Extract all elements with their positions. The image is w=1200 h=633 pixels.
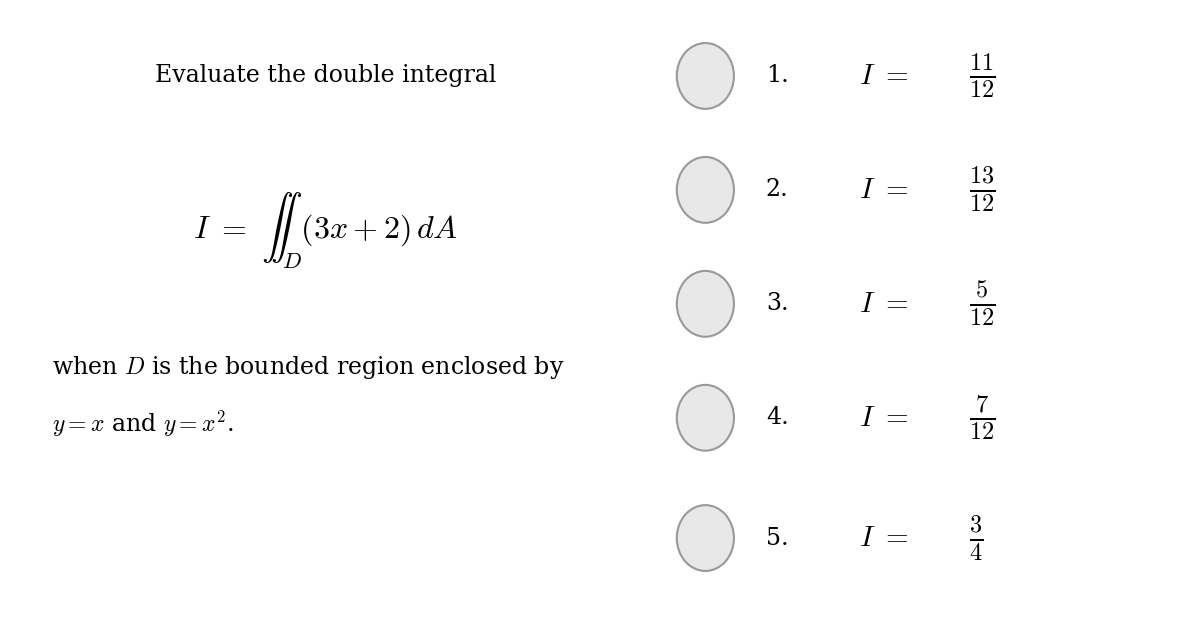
Circle shape (677, 43, 734, 109)
Text: $y = x$ and $y = x^2$.: $y = x$ and $y = x^2$. (52, 409, 234, 439)
Text: Evaluate the double integral: Evaluate the double integral (155, 65, 496, 87)
Circle shape (677, 385, 734, 451)
Text: 4.: 4. (766, 406, 788, 429)
Text: $\frac{3}{4}$: $\frac{3}{4}$ (970, 513, 983, 563)
Text: $\frac{13}{12}$: $\frac{13}{12}$ (970, 165, 996, 215)
Text: when $D$ is the bounded region enclosed by: when $D$ is the bounded region enclosed … (52, 354, 564, 380)
Text: 1.: 1. (766, 65, 788, 87)
Text: $I \ =$: $I \ =$ (859, 290, 908, 318)
Text: $I \ =$: $I \ =$ (859, 404, 908, 432)
Text: 3.: 3. (766, 292, 788, 315)
Text: 5.: 5. (766, 527, 788, 549)
Text: 2.: 2. (766, 179, 788, 201)
Text: $I \ =$: $I \ =$ (859, 62, 908, 90)
Text: $I \ =$: $I \ =$ (859, 176, 908, 204)
Circle shape (677, 271, 734, 337)
Circle shape (677, 505, 734, 571)
Text: $\frac{7}{12}$: $\frac{7}{12}$ (970, 393, 996, 442)
Circle shape (677, 157, 734, 223)
Text: $\frac{5}{12}$: $\frac{5}{12}$ (970, 279, 996, 329)
Text: $I \ =$: $I \ =$ (859, 524, 908, 552)
Text: $\frac{11}{12}$: $\frac{11}{12}$ (970, 51, 996, 101)
Text: $I \ = \ \int\!\!\int_{\!D} (3x+2)\, dA$: $I \ = \ \int\!\!\int_{\!D} (3x+2)\, dA$ (193, 191, 457, 272)
